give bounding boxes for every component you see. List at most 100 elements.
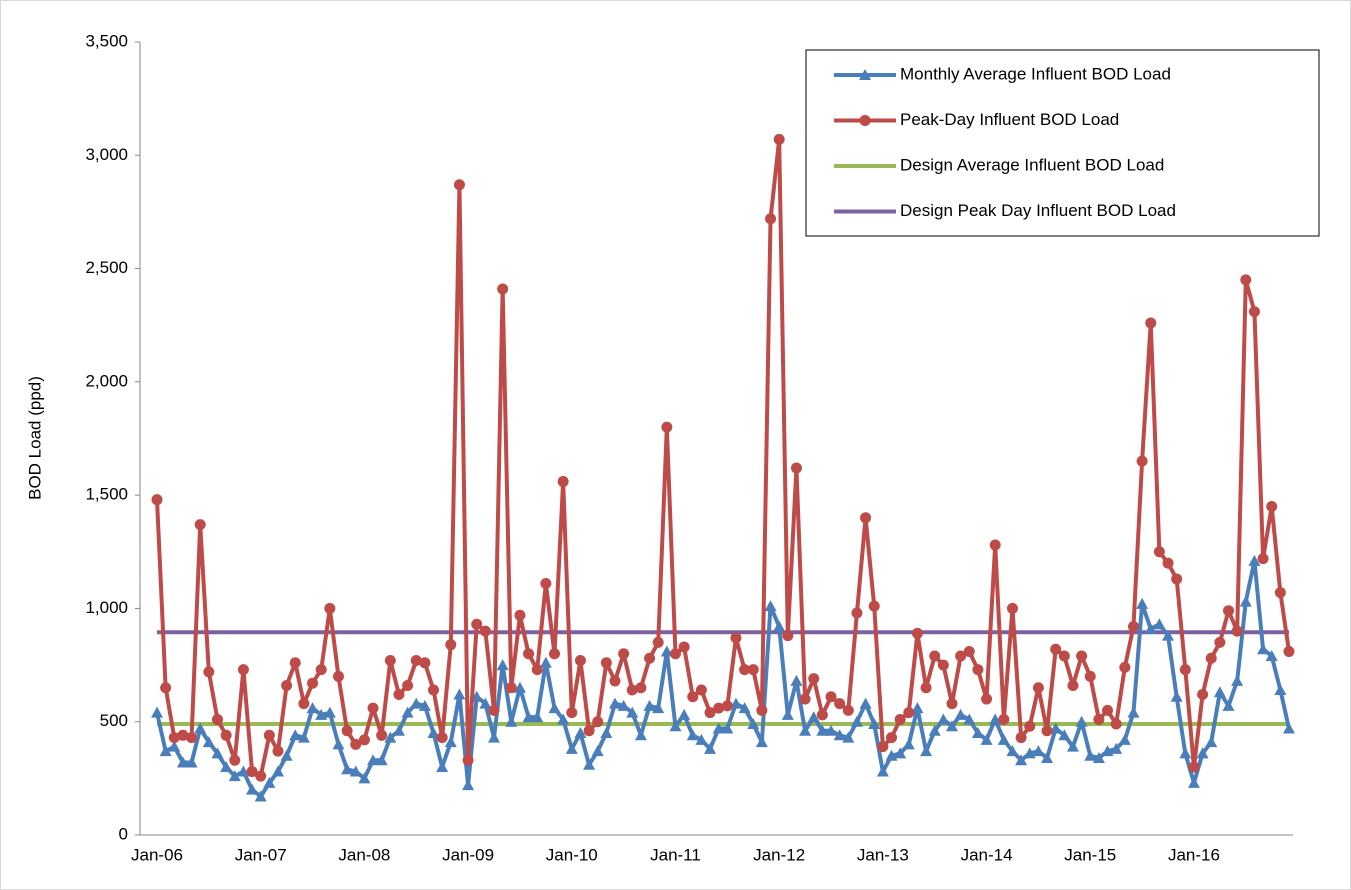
point [323, 706, 336, 718]
point [1188, 761, 1200, 773]
point [652, 636, 664, 648]
point [246, 783, 259, 795]
point [842, 704, 854, 716]
point [376, 729, 388, 741]
point [755, 736, 768, 748]
point [401, 706, 414, 718]
legend-label: Design Average Influent BOD Load [900, 155, 1164, 174]
point [583, 758, 596, 770]
point [1187, 776, 1200, 788]
point [505, 715, 518, 727]
point [1145, 317, 1157, 329]
point [540, 578, 552, 590]
point [868, 600, 880, 612]
point [263, 729, 275, 741]
point [419, 657, 431, 669]
point [1110, 742, 1123, 754]
point [834, 698, 846, 710]
point [643, 699, 656, 711]
y-axis-label: BOD Load (ppd) [25, 376, 44, 500]
point [1274, 683, 1287, 695]
point [1024, 720, 1036, 732]
point [1223, 605, 1235, 617]
point [177, 729, 189, 741]
point [462, 779, 475, 791]
point [445, 639, 457, 651]
point [756, 704, 768, 716]
point [1049, 722, 1062, 734]
point [202, 736, 215, 748]
point [963, 645, 975, 657]
point [462, 754, 474, 766]
point [591, 745, 604, 757]
point [695, 733, 708, 745]
x-tick-label: Jan-08 [338, 845, 390, 864]
point [1214, 636, 1226, 648]
point [937, 713, 950, 725]
point [194, 519, 206, 531]
point [1041, 751, 1054, 763]
point [678, 708, 691, 720]
point [1110, 718, 1122, 730]
point [1283, 722, 1295, 734]
y-tick-label: 3,500 [85, 31, 128, 50]
point [1136, 597, 1149, 609]
point [686, 729, 699, 741]
point [246, 766, 258, 778]
point [453, 688, 466, 700]
point [1127, 621, 1139, 633]
point [375, 754, 388, 766]
point [306, 702, 319, 714]
x-tick-label: Jan-10 [546, 845, 598, 864]
point [955, 650, 967, 662]
point [850, 715, 863, 727]
point [1136, 455, 1148, 467]
point [297, 731, 310, 743]
point [1231, 625, 1243, 637]
point [876, 765, 889, 777]
point [790, 674, 803, 686]
point [1153, 546, 1165, 558]
point [660, 645, 673, 657]
point [669, 648, 681, 660]
y-tick-label: 2,500 [85, 258, 128, 277]
point [1127, 706, 1140, 718]
point [565, 742, 578, 754]
point [453, 179, 465, 191]
point [349, 765, 362, 777]
point [488, 704, 500, 716]
point [1170, 690, 1183, 702]
x-tick-label: Jan-11 [650, 845, 701, 864]
point [566, 707, 578, 719]
point [341, 763, 354, 775]
point [781, 708, 794, 720]
point [548, 702, 561, 714]
point [444, 736, 457, 748]
point [816, 724, 829, 736]
point [471, 618, 483, 630]
point [1205, 736, 1218, 748]
point [644, 652, 656, 664]
point [194, 722, 207, 734]
point [384, 655, 396, 667]
point [1084, 670, 1096, 682]
point [488, 731, 501, 743]
legend-label: Monthly Average Influent BOD Load [900, 64, 1171, 83]
point [721, 722, 734, 734]
point [203, 666, 215, 678]
point [946, 698, 958, 710]
point [963, 713, 976, 725]
point [1162, 629, 1175, 641]
point [609, 675, 621, 687]
point [920, 682, 932, 694]
point [747, 717, 760, 729]
point [1015, 754, 1028, 766]
point [176, 756, 189, 768]
point [1092, 751, 1105, 763]
point [825, 724, 838, 736]
point [1231, 674, 1244, 686]
point [954, 708, 967, 720]
point [1066, 740, 1079, 752]
point [808, 673, 820, 685]
point [592, 716, 604, 728]
